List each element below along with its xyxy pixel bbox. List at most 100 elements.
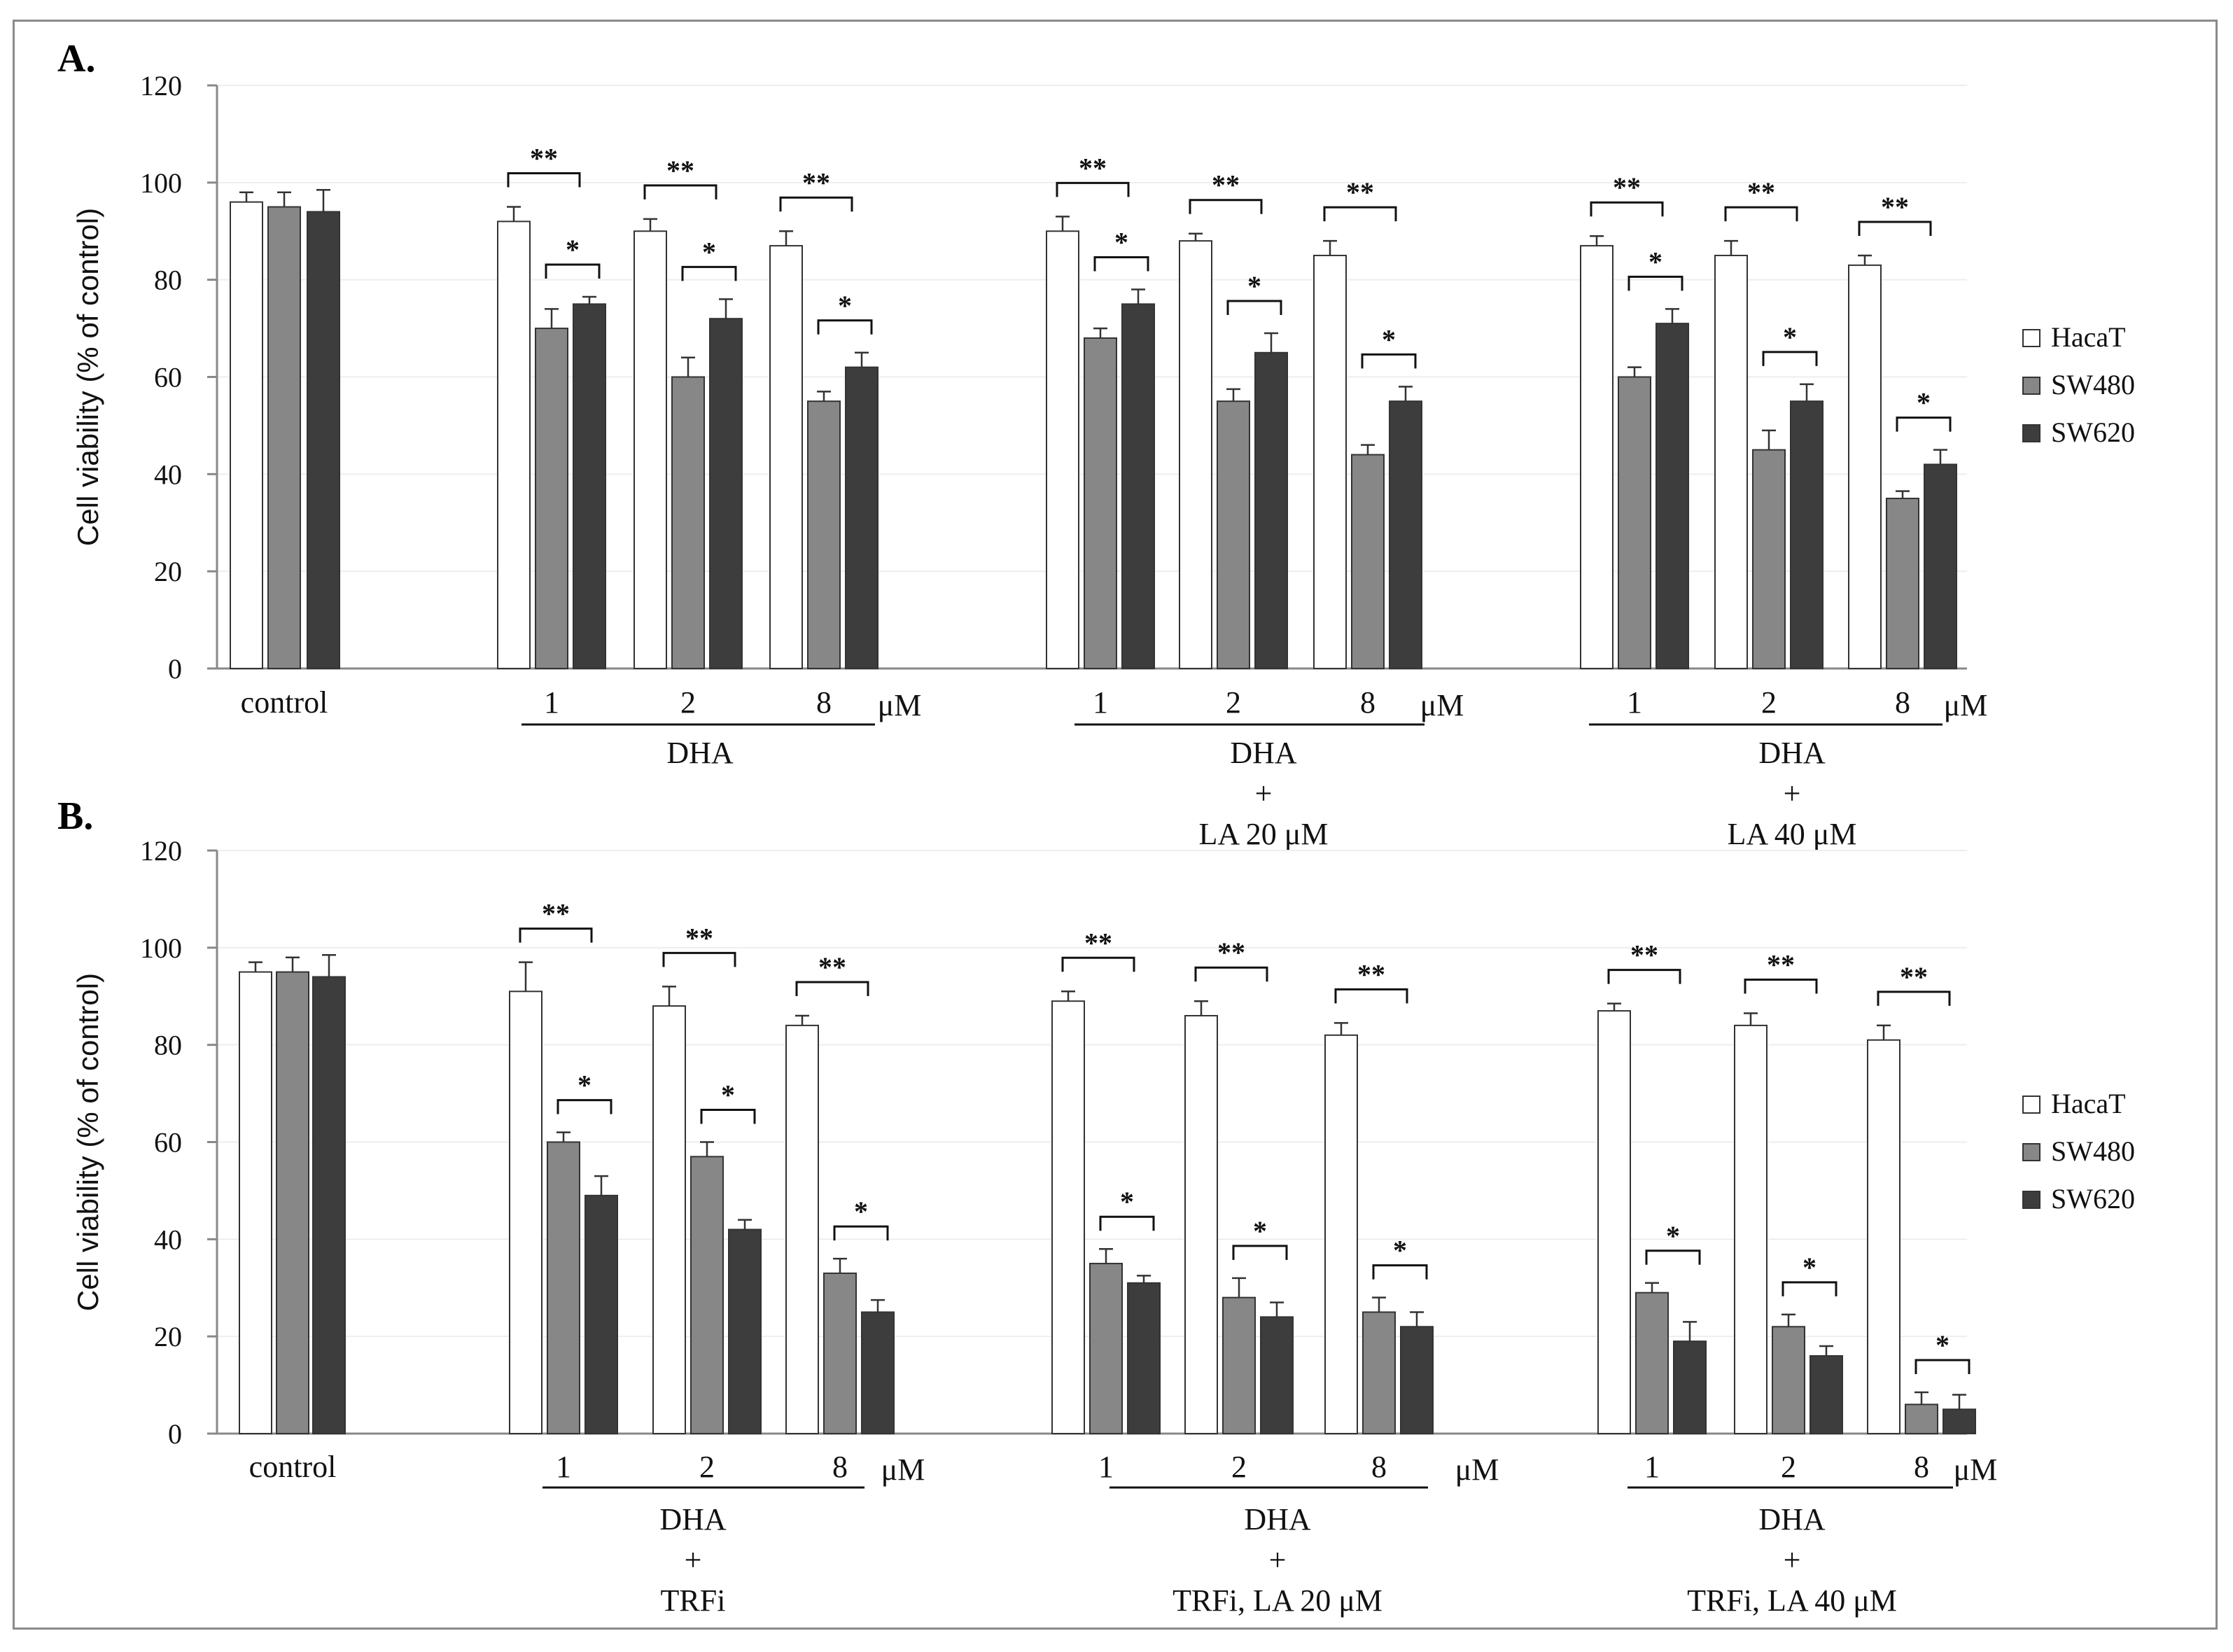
significance-bracket (1645, 1250, 1701, 1265)
bar-hacat (1734, 1024, 1768, 1434)
bar-sw480 (1772, 1326, 1805, 1434)
bar-sw620 (845, 366, 878, 669)
bar-hacat (1580, 245, 1614, 669)
significance-label: ** (818, 951, 846, 983)
bar-hacat (497, 220, 531, 670)
x-category-label: 1 (1093, 685, 1108, 720)
unit-label: μM (881, 1452, 925, 1487)
group-label: DHA (666, 736, 734, 770)
bar-sw480 (1362, 1311, 1396, 1435)
x-category-label: 8 (1360, 685, 1376, 720)
bar-sw620 (1942, 1408, 1976, 1434)
significance-label: ** (802, 167, 830, 198)
legend-swatch-sw620 (2022, 1191, 2040, 1209)
bar-hacat (1324, 1034, 1358, 1434)
x-category-label: 1 (1644, 1450, 1660, 1484)
significance-bracket (1858, 220, 1932, 236)
bar-sw620 (1254, 351, 1288, 669)
significance-bracket (1782, 1281, 1837, 1296)
group-label: TRFi, LA 40 μM (1687, 1583, 1897, 1618)
significance-label: ** (1767, 949, 1795, 981)
bar-sw620 (861, 1311, 895, 1435)
bar-hacat (1184, 1015, 1218, 1435)
unit-label: μM (878, 688, 922, 722)
bar-sw480 (535, 328, 568, 669)
significance-label: ** (1881, 191, 1909, 223)
bar-hacat (634, 230, 667, 669)
bar-hacat (1597, 1010, 1631, 1434)
group-label: + (685, 1543, 702, 1577)
significance-bracket (507, 172, 581, 188)
bar-sw620 (1656, 323, 1689, 669)
x-category-label: 8 (1895, 685, 1910, 720)
bar-sw620 (584, 1194, 618, 1434)
significance-label: ** (530, 143, 558, 174)
legend-swatch-sw480 (2022, 1143, 2040, 1161)
x-category-label: 2 (1781, 1450, 1796, 1484)
significance-bracket (643, 184, 718, 200)
panel-label: A. (57, 37, 95, 80)
bar-sw480 (823, 1272, 857, 1435)
bar-sw620 (1400, 1326, 1434, 1434)
significance-label: * (1114, 227, 1128, 258)
significance-label: * (1648, 246, 1662, 277)
significance-bracket (1361, 353, 1417, 369)
significance-label: * (1917, 387, 1931, 419)
bar-hacat (1051, 1000, 1085, 1434)
significance-label: ** (1084, 927, 1112, 958)
y-tick-label: 100 (140, 932, 182, 964)
group-label: TRFi, LA 20 μM (1172, 1583, 1382, 1618)
bar-sw620 (312, 976, 346, 1434)
group-label: LA 40 μM (1728, 817, 1857, 851)
significance-label: * (1666, 1220, 1680, 1252)
significance-bracket (545, 263, 601, 279)
bar-sw620 (1389, 400, 1422, 669)
bar-sw480 (1351, 454, 1385, 669)
group-label: + (1784, 1543, 1801, 1577)
significance-label: * (721, 1079, 735, 1111)
bar-hacat (652, 1005, 686, 1434)
legend-label: SW480 (2051, 1135, 2135, 1167)
significance-bracket (1628, 275, 1684, 291)
significance-bracket (817, 319, 873, 335)
legend-label: SW620 (2051, 416, 2135, 448)
significance-bracket (1189, 199, 1263, 214)
y-tick-label: 60 (154, 1127, 182, 1158)
x-category-label: 1 (556, 1450, 571, 1484)
significance-label: ** (1346, 176, 1374, 208)
bar-sw480 (276, 971, 309, 1434)
significance-bracket (1372, 1264, 1428, 1280)
y-tick-label: 0 (168, 1418, 182, 1450)
significance-label: ** (1747, 176, 1775, 208)
group-label: DHA (659, 1502, 727, 1536)
y-tick-label: 120 (140, 835, 182, 867)
significance-bracket (1226, 300, 1282, 316)
bar-sw620 (1809, 1354, 1843, 1435)
significance-bracket (1194, 966, 1268, 982)
significance-label: * (1247, 270, 1261, 302)
x-category-label-control: control (241, 685, 328, 720)
legend-swatch-hacat (2022, 329, 2040, 347)
significance-label: * (854, 1196, 868, 1227)
significance-bracket (1099, 1215, 1155, 1231)
significance-bracket (1093, 256, 1149, 272)
group-label: DHA (1758, 736, 1826, 770)
y-tick-label: 60 (154, 362, 182, 393)
significance-label: ** (1357, 958, 1385, 990)
bar-sw480 (671, 376, 705, 669)
group-label: + (1269, 1543, 1287, 1577)
y-tick-label: 0 (168, 653, 182, 685)
bar-sw620 (728, 1228, 762, 1434)
x-category-label-control: control (249, 1450, 337, 1484)
significance-bracket (681, 265, 737, 281)
y-tick-label: 80 (154, 265, 182, 296)
unit-label: μM (1455, 1452, 1499, 1487)
x-category-label: 2 (1231, 1450, 1247, 1484)
group-label: DHA (1244, 1502, 1311, 1536)
y-axis-label: Cell viability (% of control) (71, 973, 104, 1311)
bar-sw480 (547, 1141, 580, 1434)
unit-label: μM (1954, 1452, 1998, 1487)
bar-sw480 (267, 206, 301, 669)
significance-label: ** (685, 922, 713, 953)
significance-label: * (1120, 1186, 1134, 1217)
